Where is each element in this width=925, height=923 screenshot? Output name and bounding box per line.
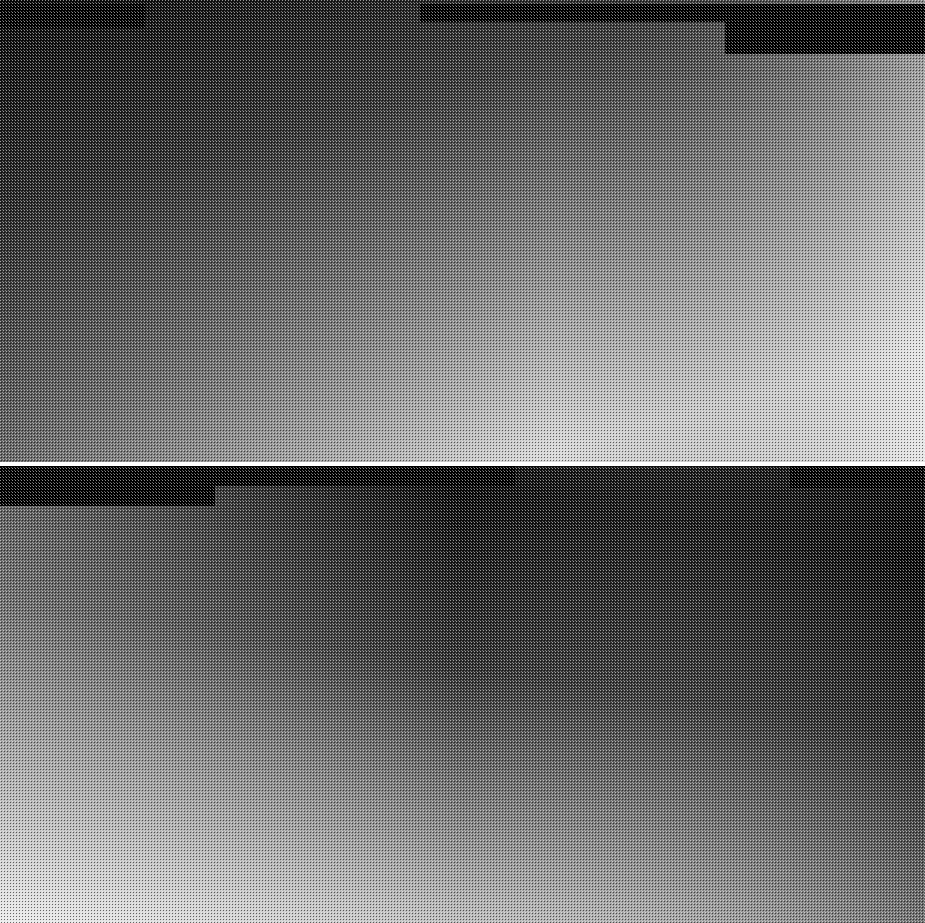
- bottom-panel: [0, 466, 925, 923]
- dithered-image: [0, 0, 925, 923]
- panel-divider: [0, 462, 925, 466]
- page: (() => { const data = JSON.parse(documen…: [0, 0, 925, 923]
- bottom-dither: [0, 466, 925, 923]
- top-panel: [0, 0, 925, 462]
- top-dither: [0, 0, 925, 462]
